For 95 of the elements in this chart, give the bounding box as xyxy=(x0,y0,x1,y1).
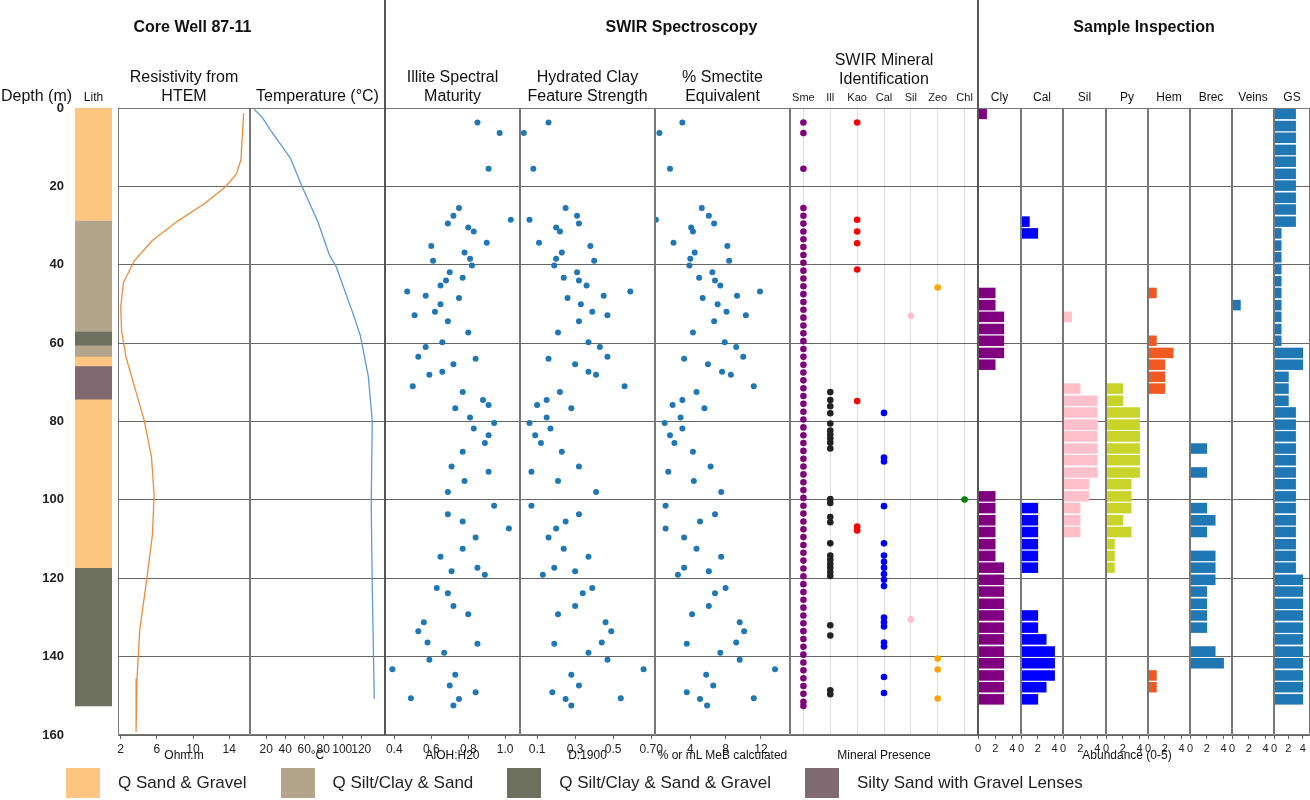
bar xyxy=(75,365,112,400)
x-tick-label: 2 xyxy=(1034,741,1041,754)
x-axis-title: Mineral Presence xyxy=(837,748,931,763)
chart-title: Hydrated Clay Feature Strength xyxy=(527,68,648,104)
legend-label: Q Sand & Gravel xyxy=(118,773,247,793)
x-tick-label: Kao xyxy=(847,91,867,104)
x-tick-label: 4 xyxy=(1262,741,1269,754)
legend-label: Q Silt/Clay & Sand xyxy=(332,773,474,793)
chart-title: SWIR Mineral Identification xyxy=(833,50,935,88)
x-tick-label: 2 xyxy=(1285,741,1292,754)
bar xyxy=(1274,538,1296,550)
x-tick-label: Cal xyxy=(875,91,893,104)
x-tick-label: Zeo xyxy=(928,91,948,104)
legend-label: Silty Sand with Gravel Lenses xyxy=(856,773,1083,793)
x-tick-label: 0 xyxy=(1270,741,1278,754)
x-tick-label: 0.1 xyxy=(528,741,546,756)
x-tick-label: 120 xyxy=(351,741,372,756)
chart-title: Cly xyxy=(989,89,1010,105)
y-tick-label: 100 xyxy=(42,491,64,507)
bar xyxy=(978,311,1005,323)
y-tick-label: 120 xyxy=(42,569,64,585)
bar xyxy=(1274,694,1304,705)
chart-title: Py xyxy=(1119,90,1134,105)
x-tick-label: 0 xyxy=(1228,741,1236,754)
bar xyxy=(1274,287,1282,299)
chart-title: GS xyxy=(1282,89,1302,105)
bar xyxy=(75,398,112,568)
y-axis-title: Depth (m) xyxy=(0,85,73,104)
bar xyxy=(978,287,996,299)
bar xyxy=(978,335,1005,347)
x-tick-label: 2 xyxy=(992,741,999,754)
bar xyxy=(1274,311,1282,323)
x-tick-label: 60 xyxy=(297,741,312,756)
x-tick-label: 1.0 xyxy=(496,741,514,756)
x-tick-label: 0 xyxy=(1186,741,1194,754)
chart-title: Hem xyxy=(1156,90,1182,105)
legend-label: Q Silt/Clay & Sand & Gravel xyxy=(559,773,771,793)
bar xyxy=(1274,108,1296,120)
x-tick-label: 0 xyxy=(974,741,982,754)
x-tick-label: 2 xyxy=(1077,741,1084,754)
x-tick-label: 4 xyxy=(1299,741,1306,754)
bar xyxy=(75,331,112,346)
x-tick-label: 4 xyxy=(1220,741,1227,754)
x-tick-label: Sme xyxy=(792,91,815,104)
bar xyxy=(1274,323,1282,335)
bar xyxy=(75,344,112,357)
y-tick-label: 60 xyxy=(49,334,64,350)
x-tick-label: Sil xyxy=(904,91,917,104)
bar xyxy=(75,108,112,221)
bar xyxy=(1274,275,1282,287)
bar xyxy=(75,567,112,707)
x-tick-label: 40 xyxy=(278,741,293,756)
x-tick-label: Chl xyxy=(956,91,973,104)
bar xyxy=(1190,443,1208,454)
x-tick-label: 2 xyxy=(117,741,125,756)
bar xyxy=(75,220,112,332)
x-tick-label: 4 xyxy=(1051,741,1058,754)
chart-title: Veins xyxy=(1237,89,1269,105)
y-tick-label: 160 xyxy=(42,726,64,742)
bar xyxy=(978,323,1005,335)
x-tick-label: 14 xyxy=(222,741,237,756)
bar xyxy=(1274,120,1296,132)
text: SWIR Spectroscopy xyxy=(604,16,759,36)
bar xyxy=(1021,694,1039,705)
chart-title: Temperature (°C) xyxy=(255,85,380,105)
x-tick-label: 100 xyxy=(332,741,353,756)
x-tick-label: 6 xyxy=(153,741,161,756)
y-tick-label: 20 xyxy=(49,177,64,193)
bar xyxy=(75,356,112,367)
bar xyxy=(978,694,1005,705)
chart-title: Brec xyxy=(1198,90,1224,105)
chart-title: Resistivity from HTEM xyxy=(129,68,239,104)
bar xyxy=(1274,299,1282,311)
x-tick-label: 0 xyxy=(1017,741,1025,754)
text: Sample Inspection xyxy=(1072,16,1216,36)
bar xyxy=(978,538,996,550)
bar xyxy=(978,299,996,311)
chart-title: % Smectite Equivalent xyxy=(682,68,763,104)
x-tick-label: Ill xyxy=(826,91,835,104)
x-tick-label: 20 xyxy=(259,741,274,756)
y-tick-label: 80 xyxy=(49,413,64,429)
y-tick-label: 140 xyxy=(42,648,64,664)
x-tick-label: 4 xyxy=(1009,741,1016,754)
bar xyxy=(1274,132,1296,144)
x-tick-label: 0 xyxy=(1059,741,1067,754)
y-tick-label: 40 xyxy=(49,256,64,272)
x-tick-label: 2 xyxy=(1245,741,1252,754)
bar xyxy=(1190,467,1208,478)
chart-title: Lith xyxy=(82,89,105,105)
x-tick-label: 0.4 xyxy=(385,741,403,756)
chart-title: Illite Spectral Maturity xyxy=(405,67,500,105)
text: Core Well 87-11 xyxy=(132,16,253,36)
x-tick-label: 4 xyxy=(1178,741,1185,754)
bar xyxy=(1274,335,1282,347)
x-tick-label: 2 xyxy=(1203,741,1210,754)
